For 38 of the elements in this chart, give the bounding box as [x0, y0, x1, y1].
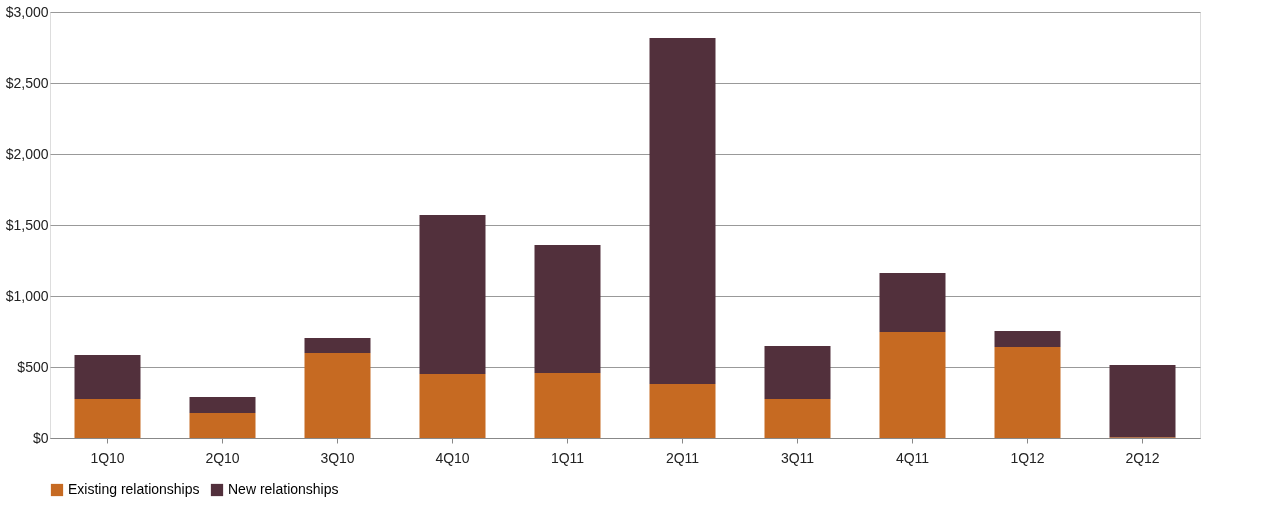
bar: [419, 215, 486, 374]
bar: [879, 273, 946, 333]
y-tick-label: $2,500: [5, 74, 49, 91]
x-tick-label: 3Q10: [320, 449, 355, 466]
bar: [534, 372, 601, 438]
x-tick-label: 4Q11: [895, 449, 930, 466]
bar: [304, 352, 371, 438]
bar: [879, 332, 946, 438]
bar: [74, 354, 141, 399]
legend-label: Existing relationships: [68, 481, 200, 497]
bar: [189, 396, 256, 414]
bar: [304, 338, 371, 353]
y-tick-label: $1,500: [5, 216, 49, 233]
bar: [764, 345, 831, 399]
x-tick-label: 1Q10: [90, 449, 125, 466]
x-tick-label: 3Q11: [780, 449, 815, 466]
x-tick-label: 2Q11: [665, 449, 700, 466]
bar: [764, 398, 831, 438]
y-tick-label: $3,000: [5, 3, 49, 20]
x-tick-label: 2Q12: [1125, 449, 1160, 466]
bar: [1109, 365, 1176, 438]
bar: [74, 398, 141, 438]
legend-label: New relationships: [228, 481, 339, 497]
y-tick-label: $0: [32, 429, 49, 446]
bar: [534, 245, 601, 373]
y-tick-label: $1,000: [5, 287, 49, 304]
bar: [649, 384, 716, 438]
x-tick-label: 1Q11: [550, 449, 585, 466]
x-tick-label: 2Q10: [205, 449, 240, 466]
y-tick-label: $2,000: [5, 145, 49, 162]
bar: [189, 413, 256, 438]
bar: [649, 37, 716, 385]
x-tick-label: 4Q10: [435, 449, 470, 466]
bar: [994, 330, 1061, 347]
bar: [419, 373, 486, 438]
y-tick-label: $500: [17, 358, 49, 375]
bar: [994, 346, 1061, 438]
x-tick-label: 1Q12: [1010, 449, 1045, 466]
